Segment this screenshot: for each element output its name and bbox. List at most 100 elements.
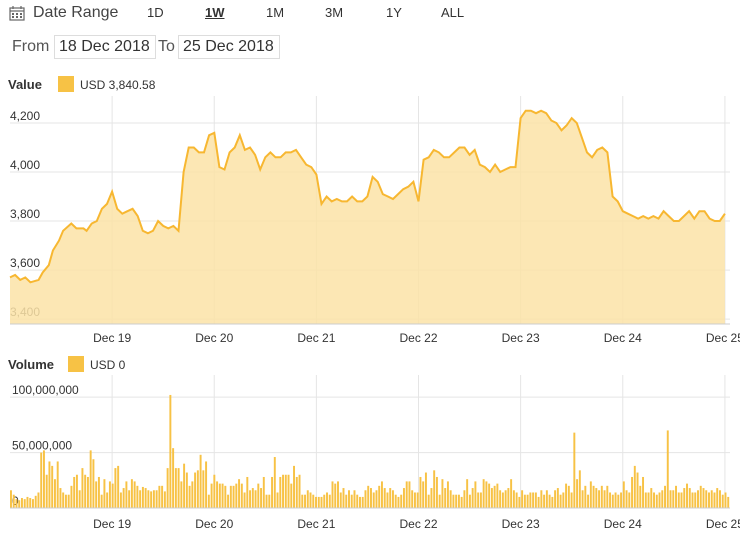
volume-bar bbox=[383, 488, 386, 508]
x-tick-label: Dec 19 bbox=[93, 517, 131, 531]
volume-bar bbox=[631, 476, 634, 508]
volume-bar bbox=[587, 494, 590, 508]
volume-bar bbox=[243, 492, 246, 508]
toolbar: Date Range 1D 1W 1M 3M 1Y ALL bbox=[0, 0, 740, 30]
volume-bar bbox=[130, 479, 133, 508]
volume-bar bbox=[304, 494, 306, 508]
volume-bar bbox=[282, 474, 285, 508]
volume-bar bbox=[565, 483, 568, 508]
volume-bar bbox=[356, 494, 359, 508]
volume-bar bbox=[457, 494, 460, 508]
volume-bar bbox=[378, 485, 381, 508]
range-1m-button[interactable]: 1M bbox=[266, 5, 285, 20]
range-all-button[interactable]: ALL bbox=[441, 5, 465, 20]
to-label: To bbox=[158, 38, 175, 55]
volume-bar bbox=[221, 483, 224, 508]
volume-bar bbox=[372, 492, 375, 508]
volume-legend-swatch[interactable] bbox=[68, 356, 84, 372]
volume-bar bbox=[75, 474, 78, 508]
volume-bar bbox=[326, 492, 328, 508]
range-3m-button[interactable]: 3M bbox=[325, 5, 344, 20]
volume-bar bbox=[719, 490, 721, 508]
volume-bar bbox=[317, 496, 320, 508]
volume-bar bbox=[268, 494, 271, 508]
volume-bar bbox=[400, 494, 403, 508]
volume-bar bbox=[183, 463, 186, 508]
value-legend-swatch[interactable] bbox=[58, 76, 74, 92]
volume-bar bbox=[108, 481, 111, 508]
value-chart[interactable]: Dec 19 Dec 20 Dec 21 Dec 22 Dec 23 Dec 24 Dec … bbox=[0, 96, 740, 346]
volume-bar bbox=[650, 488, 653, 508]
y-tick-label: 3,600 bbox=[10, 256, 40, 270]
volume-bar bbox=[636, 472, 639, 508]
volume-bar bbox=[614, 492, 617, 508]
volume-bar bbox=[202, 470, 205, 508]
volume-bar bbox=[658, 492, 661, 508]
volume-bar bbox=[543, 494, 546, 508]
volume-bar bbox=[238, 479, 241, 508]
volume-bar bbox=[694, 492, 697, 508]
volume-bar bbox=[727, 496, 730, 508]
volume-chart[interactable]: Dec 19 Dec 20 Dec 21 Dec 22 Dec 23 Dec 24 Dec … bbox=[0, 375, 740, 535]
value-area bbox=[10, 110, 725, 324]
volume-bar bbox=[301, 494, 304, 508]
volume-bar bbox=[18, 500, 21, 508]
to-date-input[interactable]: 25 Dec 2018 bbox=[178, 35, 280, 59]
volume-bar bbox=[89, 450, 92, 508]
volume-bar bbox=[496, 483, 499, 508]
volume-bar bbox=[166, 468, 169, 508]
volume-bar bbox=[194, 472, 197, 508]
volume-bar bbox=[677, 492, 680, 508]
range-1y-button[interactable]: 1Y bbox=[386, 5, 402, 20]
volume-bar bbox=[438, 494, 441, 508]
volume-bar bbox=[424, 472, 427, 508]
volume-bar bbox=[199, 454, 202, 508]
volume-bar bbox=[375, 490, 378, 508]
volume-bar bbox=[389, 488, 392, 508]
volume-bar bbox=[493, 485, 496, 508]
y-tick-label: 3,800 bbox=[10, 207, 40, 221]
volume-bar bbox=[320, 496, 323, 508]
volume-bar bbox=[713, 492, 716, 508]
volume-bar bbox=[680, 492, 683, 508]
x-tick-label: Dec 24 bbox=[604, 331, 642, 345]
volume-bar bbox=[111, 483, 114, 508]
volume-bar bbox=[675, 485, 677, 508]
x-tick-label: Dec 22 bbox=[399, 517, 437, 531]
volume-bar bbox=[284, 474, 287, 508]
volume-bar bbox=[34, 495, 37, 508]
volume-bar bbox=[548, 494, 551, 508]
volume-bar bbox=[240, 483, 243, 508]
volume-bar bbox=[653, 492, 655, 508]
volume-bar bbox=[246, 476, 249, 508]
volume-bar bbox=[287, 474, 290, 508]
x-tick-label: Dec 25 bbox=[706, 331, 740, 345]
volume-bar bbox=[702, 488, 705, 508]
range-1d-button[interactable]: 1D bbox=[147, 5, 164, 20]
volume-bar bbox=[532, 492, 535, 508]
volume-bar bbox=[518, 496, 521, 508]
volume-bar bbox=[413, 492, 416, 508]
volume-bar bbox=[15, 499, 18, 508]
volume-bar bbox=[345, 494, 348, 508]
volume-bar bbox=[312, 494, 315, 508]
x-tick-label: Dec 23 bbox=[502, 331, 540, 345]
volume-bar bbox=[628, 492, 631, 508]
volume-bar bbox=[716, 488, 719, 508]
calendar-icon[interactable] bbox=[9, 5, 25, 21]
volume-bar bbox=[435, 476, 438, 508]
volume-bar bbox=[444, 488, 447, 508]
volume-bar bbox=[422, 481, 425, 508]
volume-bar bbox=[705, 490, 708, 508]
volume-bar bbox=[526, 494, 529, 508]
volume-bar bbox=[512, 490, 515, 508]
volume-bar bbox=[515, 492, 518, 508]
volume-bar bbox=[100, 494, 103, 508]
volume-bar bbox=[559, 494, 562, 508]
range-1w-button[interactable]: 1W bbox=[205, 5, 225, 20]
from-date-input[interactable]: 18 Dec 2018 bbox=[54, 35, 156, 59]
volume-bar bbox=[639, 485, 642, 508]
volume-bar bbox=[141, 486, 144, 508]
volume-bar bbox=[295, 476, 298, 508]
volume-bar bbox=[688, 488, 691, 508]
